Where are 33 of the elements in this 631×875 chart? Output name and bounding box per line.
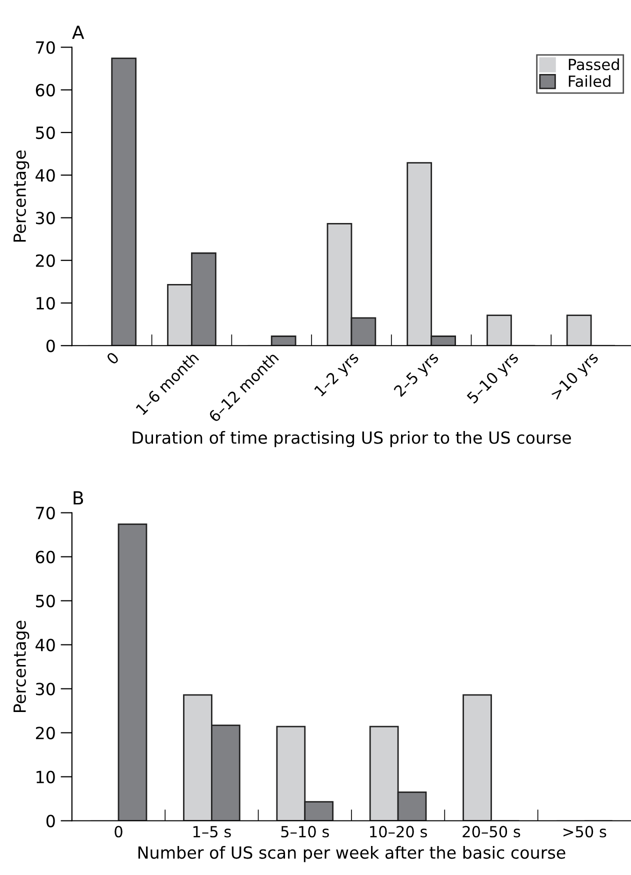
legend-label: Passed [568,58,619,70]
x-tick-label: 5–10 s [281,826,329,838]
y-tick-label: 10 [36,770,55,784]
legend-label: Failed [568,75,610,88]
x-tick-label: >50 s [564,826,606,838]
y-axis-title: Percentage [14,620,30,712]
x-tick-label: 20–50 s [462,826,520,838]
y-tick-label: 0 [46,340,55,352]
y-tick-label: 50 [36,126,55,140]
chart-title: B [74,491,84,504]
y-tick-label: 40 [36,169,55,182]
y-tick-label: 20 [36,254,55,267]
y-tick-label: 70 [36,41,55,54]
x-tick-label: 0 [114,826,122,838]
y-tick-label: 40 [36,638,55,652]
x-tick-label: 0 [106,351,120,366]
y-tick-label: 70 [36,506,55,520]
x-axis-title: Duration of time practising US prior to the US course [132,431,571,448]
x-tick-label: 1–5 s [193,826,231,838]
y-tick-label: 30 [36,682,55,696]
y-tick-label: 10 [36,296,55,310]
y-tick-label: 20 [36,726,55,740]
x-tick-label: 10–20 s [370,826,427,838]
y-tick-label: 60 [36,550,55,564]
y-tick-label: 30 [36,212,55,224]
x-tick-label: 2–5 yrs [393,351,442,400]
y-tick-label: 0 [46,814,55,828]
y-tick-label: 60 [36,84,55,96]
x-tick-label: 1–2 yrs [314,351,362,399]
x-axis-title: Number of US scan per week after the basic course [138,846,566,862]
y-axis-title: Percentage [14,150,30,242]
chart-title: A [72,26,84,39]
y-tick-label: 50 [36,594,55,608]
